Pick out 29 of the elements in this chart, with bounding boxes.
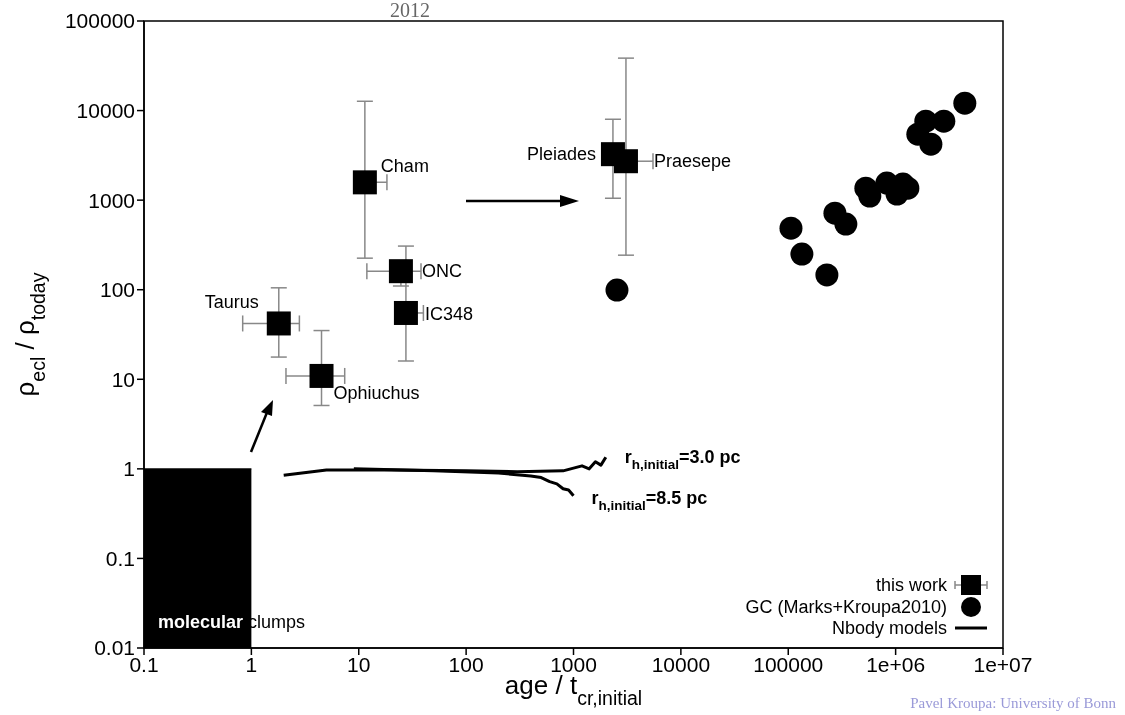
legend-label: this work [875, 575, 947, 595]
annotation: Cham [380, 156, 429, 177]
annotation: r$_{h,initial}$=8.5 pc [591, 487, 708, 513]
text: Pavel Kroupa: University of Bonn [910, 695, 1117, 711]
annotation: r$_{h,initial}$=3.0 pc [624, 447, 741, 473]
x-tick-label: 10000 [651, 652, 711, 676]
x-tick-label: 100 [448, 652, 484, 676]
x-tick-label: 1e+07 [973, 652, 1033, 676]
y-tick-label: 100 [99, 278, 135, 302]
legend-label: Nbody models [831, 618, 947, 638]
annotation: ONC [421, 261, 462, 282]
y-tick-label: 1000 [88, 188, 135, 212]
annotation: IC348 [424, 303, 473, 324]
legend-label: GC (Marks+Kroupa2010) [745, 597, 947, 617]
annotation: Taurus [204, 292, 259, 313]
x-tick-label: 1e+06 [866, 652, 926, 676]
y-tick-label: 10 [111, 367, 135, 391]
y-tick-label: 10000 [76, 99, 135, 123]
annotation: Pleiades [526, 144, 596, 165]
x-tick-label: 10 [347, 652, 371, 676]
annotation: Praesepe [653, 151, 732, 172]
x-tick-label: 1000 [550, 652, 597, 676]
y-tick-label: 100000 [64, 9, 135, 33]
annotation: 2012 [390, 0, 430, 21]
annotation: Ophiuchus [333, 382, 420, 403]
y-tick-label: 0.1 [105, 546, 135, 570]
x-tick-label: 1 [245, 652, 258, 676]
x-tick-label: 100000 [753, 652, 824, 676]
y-tick-label: 1 [123, 457, 135, 481]
